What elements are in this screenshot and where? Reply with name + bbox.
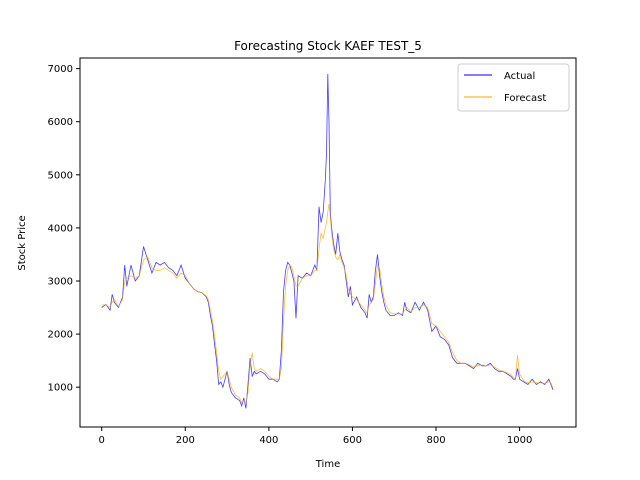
plot-lines (101, 73, 554, 409)
x-tick-label: 1000 (507, 435, 532, 446)
y-tick-label: 3000 (48, 276, 73, 287)
x-tick-label: 0 (99, 435, 105, 446)
x-tick-label: 400 (259, 435, 278, 446)
legend-box (457, 63, 570, 112)
x-axis: 0 200 400 600 800 1000 (99, 427, 532, 446)
x-axis-label: Time (315, 459, 340, 470)
y-axis-label: Stock Price (17, 215, 28, 270)
y-axis: 1000 2000 3000 4000 5000 6000 7000 (48, 64, 80, 394)
x-tick-label: 800 (426, 435, 445, 446)
plot-frame (79, 57, 577, 428)
legend-label-forecast: Forecast (504, 93, 546, 104)
y-tick-label: 6000 (48, 117, 73, 128)
legend-label-actual: Actual (504, 71, 535, 82)
y-tick-label: 1000 (48, 383, 73, 394)
y-tick-label: 4000 (48, 223, 73, 234)
x-tick-label: 600 (343, 435, 362, 446)
legend: Actual Forecast (457, 63, 570, 112)
chart-title: Forecasting Stock KAEF TEST_5 (234, 39, 422, 53)
y-tick-label: 7000 (48, 64, 73, 75)
y-tick-label: 5000 (48, 170, 73, 181)
y-tick-label: 2000 (48, 330, 73, 341)
x-tick-label: 200 (176, 435, 195, 446)
series-line-forecast (101, 203, 554, 405)
